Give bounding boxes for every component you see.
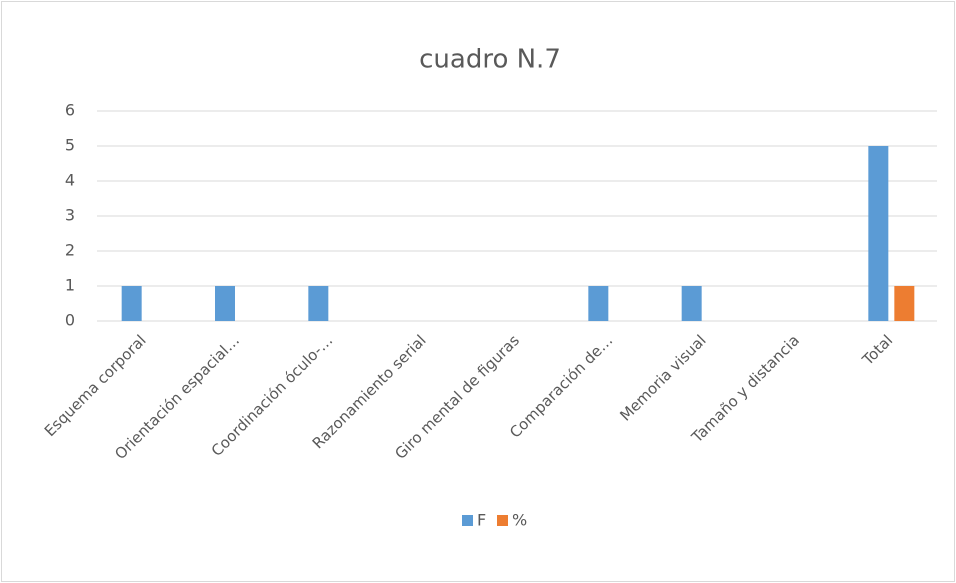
bar xyxy=(215,286,235,321)
y-tick-label: 1 xyxy=(65,276,75,295)
y-tick-label: 4 xyxy=(65,171,75,190)
chart-title: cuadro N.7 xyxy=(419,45,561,75)
legend-swatch xyxy=(497,515,508,526)
y-tick-label: 3 xyxy=(65,206,75,225)
bar xyxy=(121,286,142,321)
y-tick-label: 2 xyxy=(65,241,75,260)
y-tick-label: 6 xyxy=(65,101,75,120)
legend-label: % xyxy=(512,511,527,530)
bar xyxy=(894,286,915,321)
legend-label: F xyxy=(477,511,486,530)
bar xyxy=(681,286,702,321)
bar xyxy=(868,146,889,321)
y-tick-label: 5 xyxy=(65,136,75,155)
bar xyxy=(308,286,329,321)
y-tick-label: 0 xyxy=(65,311,75,330)
bar xyxy=(588,286,609,321)
legend-swatch xyxy=(462,515,473,526)
